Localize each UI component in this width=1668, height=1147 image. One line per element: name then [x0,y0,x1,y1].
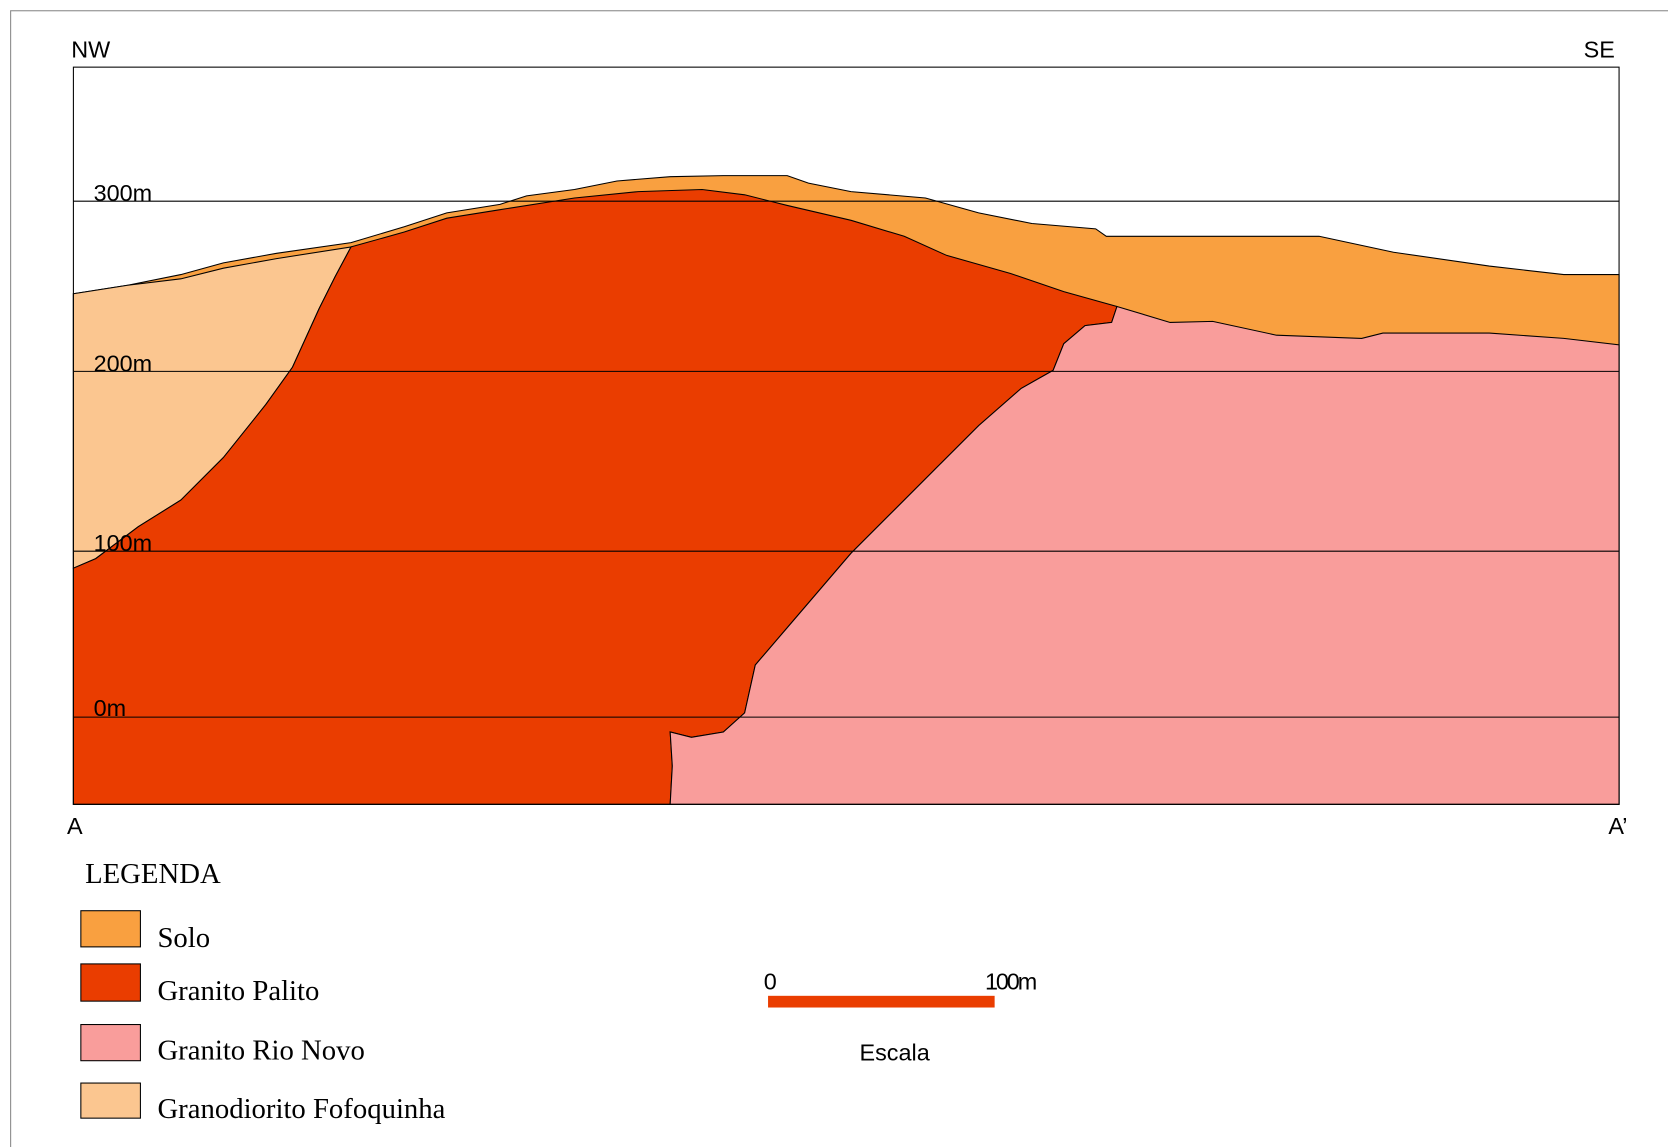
legend-label: Granito Rio Novo [157,1035,364,1067]
elevation-label: 200m [94,350,153,376]
legend-swatch [80,1024,141,1062]
scale-bar [768,995,995,1008]
section-end: A’ [1608,813,1627,839]
granito-rio-novo [669,305,1620,805]
direction: NW [71,37,110,63]
frame [72,66,1620,805]
elevation-label: 100m [94,530,153,556]
legend-label: Solo [157,922,210,954]
scale-label: Escala [860,1040,931,1066]
elevation-lines [73,200,1620,718]
elevation-label: 0m [94,695,127,721]
legend-label: Granito Palito [157,975,319,1007]
legend-swatch [80,963,141,1002]
legend-swatch [80,1082,141,1119]
legend-swatch [80,910,141,948]
legend-title: LEGENDA [85,858,221,890]
scale-start: 0 [764,968,777,994]
elevation-label: 300m [94,180,153,206]
section-end: A [67,813,83,839]
scale-end: 100m [985,968,1036,994]
legend-label: Granodiorito Fofoquinha [157,1093,445,1125]
direction: SE [1584,37,1615,63]
